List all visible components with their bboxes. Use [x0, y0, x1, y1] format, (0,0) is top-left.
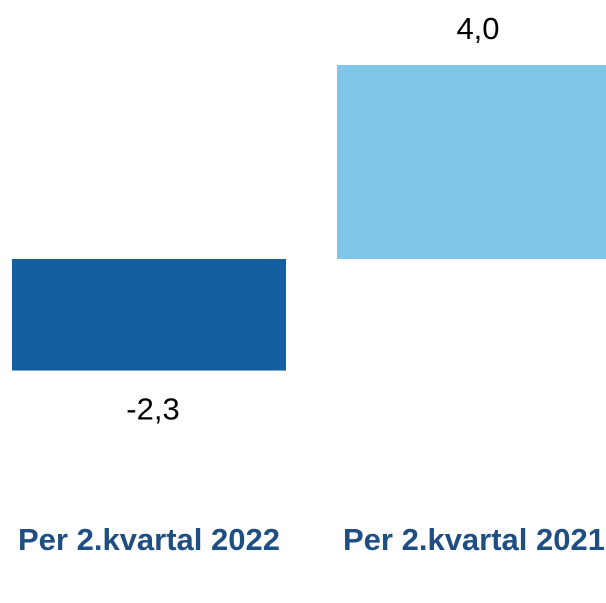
bar — [337, 65, 606, 259]
category-label: Per 2.kvartal 2022 — [18, 522, 280, 557]
value-label: 4,0 — [456, 11, 499, 46]
value-label: -2,3 — [126, 392, 179, 427]
bar — [12, 259, 286, 371]
category-label: Per 2.kvartal 2021 — [343, 522, 605, 557]
